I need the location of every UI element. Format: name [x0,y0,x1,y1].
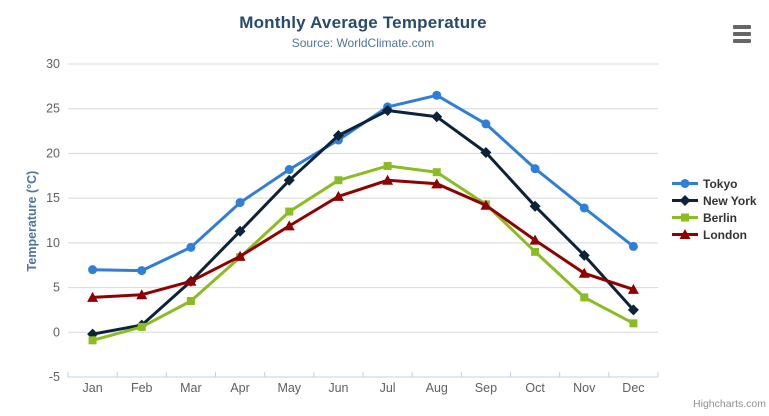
data-point-tokyo[interactable] [579,203,589,213]
data-point-london[interactable] [382,174,394,185]
legend-item-berlin[interactable]: Berlin [672,209,757,226]
chart-title: Monthly Average Temperature [239,13,487,32]
legend-marker-symbol [679,195,691,206]
data-point-berlin[interactable] [186,296,195,305]
data-point-tokyo[interactable] [628,241,638,251]
data-point-tokyo[interactable] [481,119,491,129]
chart-subtitle: Source: WorldClimate.com [291,36,435,50]
data-point-new-york[interactable] [431,111,443,123]
y-axis-label: 15 [46,191,60,205]
y-axis-label: 30 [46,57,60,71]
x-axis-label: Oct [525,381,545,395]
x-axis-label: Apr [230,381,249,395]
data-point-london[interactable] [627,283,639,294]
y-axis-label: 5 [53,281,60,295]
data-point-london[interactable] [529,234,541,245]
data-point-london[interactable] [136,289,148,300]
data-point-london[interactable] [87,291,99,302]
data-point-tokyo[interactable] [137,266,147,276]
data-point-berlin[interactable] [580,293,589,302]
data-point-tokyo[interactable] [530,164,540,174]
data-point-london[interactable] [234,250,246,261]
data-point-berlin[interactable] [383,161,392,170]
series-line-berlin [91,164,635,342]
y-axis-label: 20 [46,146,60,160]
legend-label: New York [703,193,757,208]
legend-label: Tokyo [703,176,738,191]
data-point-new-york[interactable] [332,130,344,142]
series-line-new-york [91,109,635,336]
y-axis-label: 25 [46,102,60,116]
legend: Tokyo New York Berlin London [672,175,757,243]
data-point-berlin[interactable] [432,168,441,177]
data-point-london[interactable] [480,199,492,210]
x-axis-label: May [277,381,301,395]
data-point-london[interactable] [431,178,443,189]
data-point-london[interactable] [185,275,197,286]
data-point-london[interactable] [283,220,295,231]
y-axis-label: 10 [46,236,60,250]
x-axis-label: Feb [131,381,153,395]
data-point-tokyo[interactable] [284,165,294,175]
legend-item-new-york[interactable]: New York [672,192,757,209]
x-axis-label: Jan [83,381,103,395]
x-axis-label: Jun [328,381,348,395]
data-point-berlin[interactable] [285,207,294,216]
data-point-new-york[interactable] [627,304,639,316]
data-point-new-york[interactable] [480,147,492,159]
data-point-berlin[interactable] [88,336,97,345]
export-menu-button[interactable] [731,20,753,48]
data-point-new-york[interactable] [283,174,295,186]
data-point-new-york[interactable] [578,249,590,261]
highcharts-credits[interactable]: Highcharts.com [693,398,766,410]
legend-marker-symbol [679,229,691,239]
data-point-tokyo[interactable] [235,198,245,208]
legend-marker-icon [672,229,698,239]
legend-item-london[interactable]: London [672,226,757,243]
legend-marker-symbol [681,213,689,222]
data-point-tokyo[interactable] [186,242,196,252]
legend-label: London [703,227,747,242]
hamburger-menu-icon [733,25,751,43]
x-axis-label: Mar [180,381,202,395]
x-axis-label: Nov [573,381,596,395]
legend-marker-icon [672,213,698,222]
data-point-new-york[interactable] [529,200,541,212]
data-point-tokyo[interactable] [88,265,98,275]
y-axis-label: 0 [53,325,60,339]
data-point-berlin[interactable] [137,322,146,331]
data-point-berlin[interactable] [334,176,343,185]
data-point-new-york[interactable] [234,225,246,237]
data-point-london[interactable] [578,267,590,278]
data-point-tokyo[interactable] [432,90,442,100]
data-point-london[interactable] [332,190,344,201]
legend-marker-icon [672,179,698,188]
x-axis-label: Jul [380,381,396,395]
y-axis-label: -5 [49,370,60,384]
data-point-berlin[interactable] [629,319,638,328]
series-line-london [91,178,635,299]
legend-label: Berlin [703,210,738,225]
x-axis-label: Aug [426,381,448,395]
legend-item-tokyo[interactable]: Tokyo [672,175,757,192]
data-point-berlin[interactable] [531,247,540,256]
legend-marker-symbol [680,179,690,188]
data-point-new-york[interactable] [382,105,394,117]
x-axis-label: Dec [622,381,644,395]
x-axis-label: Sep [475,381,497,395]
legend-marker-icon [672,195,698,206]
